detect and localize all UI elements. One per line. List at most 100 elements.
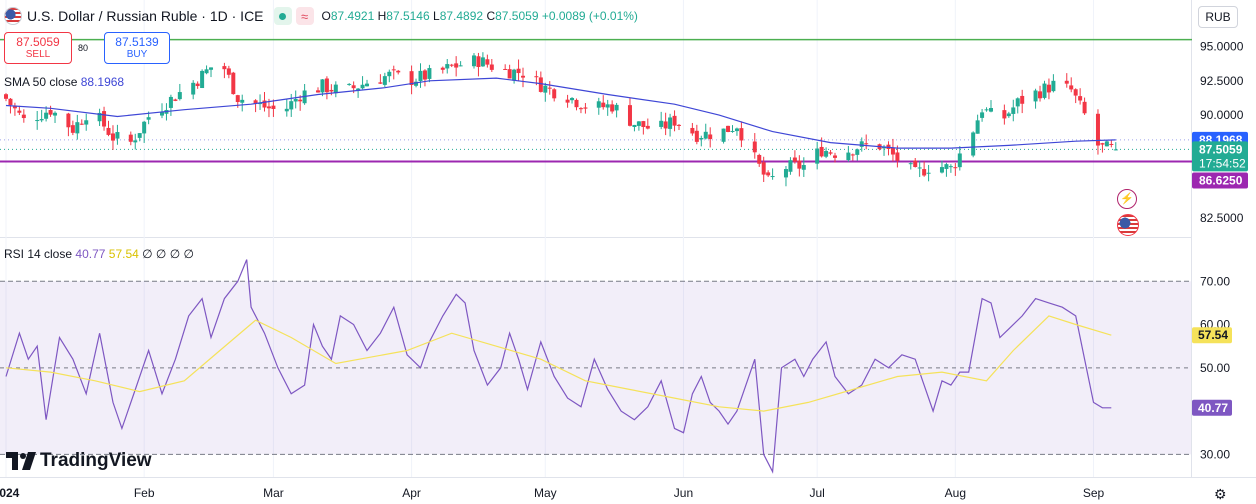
candle[interactable] [783, 166, 788, 187]
candle[interactable] [84, 113, 89, 131]
candle[interactable] [708, 127, 713, 148]
candle[interactable] [552, 88, 557, 102]
candle[interactable] [298, 95, 303, 111]
candle[interactable] [204, 65, 209, 75]
candle[interactable] [142, 120, 147, 143]
candle[interactable] [752, 133, 757, 159]
candle[interactable] [703, 123, 708, 140]
candle[interactable] [797, 155, 802, 177]
candle[interactable] [1051, 74, 1056, 93]
rsi-line[interactable] [5, 259, 1112, 474]
candle[interactable] [677, 124, 682, 131]
candle[interactable] [476, 52, 481, 77]
candle[interactable] [971, 131, 976, 158]
symbol-title[interactable]: U.S. Dollar / Russian Ruble · 1D · ICE [27, 8, 264, 24]
us-flag-event-icon[interactable] [1117, 214, 1139, 236]
candle[interactable] [320, 79, 325, 97]
candle[interactable] [833, 152, 838, 163]
candle[interactable] [596, 97, 601, 115]
candle[interactable] [663, 112, 668, 136]
candle[interactable] [200, 69, 205, 89]
candle[interactable] [984, 107, 989, 112]
candle[interactable] [1109, 139, 1114, 148]
candle[interactable] [659, 111, 664, 130]
candle[interactable] [35, 111, 40, 130]
candle[interactable] [427, 64, 432, 83]
candle[interactable] [302, 83, 307, 105]
candle[interactable] [801, 157, 806, 177]
candle[interactable] [859, 137, 864, 152]
candle[interactable] [1100, 142, 1105, 153]
candle[interactable] [360, 76, 365, 90]
candle[interactable] [507, 64, 512, 79]
candle[interactable] [565, 94, 570, 108]
candle[interactable] [66, 112, 71, 137]
candle[interactable] [365, 79, 370, 87]
candle[interactable] [391, 65, 396, 80]
candle[interactable] [1082, 97, 1087, 115]
candle[interactable] [988, 100, 993, 113]
candle[interactable] [289, 93, 294, 117]
candle[interactable] [396, 69, 401, 75]
candle[interactable] [271, 99, 276, 117]
candle[interactable] [485, 54, 490, 68]
candle[interactable] [4, 93, 8, 102]
candle[interactable] [333, 81, 338, 98]
candle[interactable] [48, 105, 53, 117]
candle[interactable] [699, 135, 704, 147]
candle[interactable] [12, 102, 17, 116]
sma-legend[interactable]: SMA 50 close 88.1968 [4, 75, 125, 89]
candle[interactable] [79, 119, 84, 125]
candle[interactable] [356, 88, 361, 98]
candle[interactable] [734, 127, 739, 136]
candle[interactable] [168, 94, 173, 116]
candle[interactable] [222, 62, 227, 79]
candle[interactable] [645, 118, 650, 130]
candle[interactable] [574, 98, 579, 111]
candle[interactable] [570, 97, 575, 104]
candle[interactable] [926, 164, 931, 182]
candle[interactable] [44, 106, 49, 122]
candle[interactable] [521, 67, 526, 88]
candle[interactable] [1113, 142, 1118, 151]
candle[interactable] [672, 110, 677, 132]
candle[interactable] [137, 133, 142, 142]
candle[interactable] [610, 100, 615, 114]
candle[interactable] [908, 162, 913, 170]
candle[interactable] [471, 53, 476, 69]
candle[interactable] [547, 81, 552, 95]
candle[interactable] [690, 122, 695, 136]
candle[interactable] [1020, 89, 1025, 114]
candle[interactable] [315, 87, 320, 93]
candle[interactable] [917, 161, 922, 178]
candle[interactable] [503, 64, 508, 70]
candle[interactable] [449, 63, 454, 68]
candle[interactable] [1104, 140, 1109, 147]
candle[interactable] [1033, 88, 1038, 109]
candle[interactable] [636, 121, 641, 131]
candle[interactable] [726, 125, 731, 133]
sell-button[interactable]: 87.5059 SELL [4, 32, 72, 64]
candle[interactable] [850, 153, 855, 161]
candle[interactable] [922, 161, 927, 177]
candle[interactable] [721, 128, 726, 144]
candle[interactable] [846, 145, 851, 162]
candle[interactable] [480, 52, 485, 67]
candle[interactable] [583, 103, 588, 114]
candle[interactable] [1002, 104, 1007, 125]
candle[interactable] [939, 160, 944, 174]
candle[interactable] [815, 141, 820, 170]
candle[interactable] [258, 94, 263, 110]
candle[interactable] [632, 124, 637, 132]
candle[interactable] [1095, 109, 1100, 155]
candle[interactable] [173, 98, 178, 102]
candle[interactable] [209, 67, 214, 78]
candle[interactable] [953, 163, 958, 176]
lightning-icon[interactable]: ⚡ [1117, 189, 1137, 209]
candle[interactable] [1064, 73, 1069, 88]
candle[interactable] [39, 109, 44, 123]
candle[interactable] [895, 145, 900, 168]
rsi-ma-line[interactable] [5, 315, 1112, 412]
candle[interactable] [792, 150, 797, 164]
candle[interactable] [766, 170, 771, 178]
